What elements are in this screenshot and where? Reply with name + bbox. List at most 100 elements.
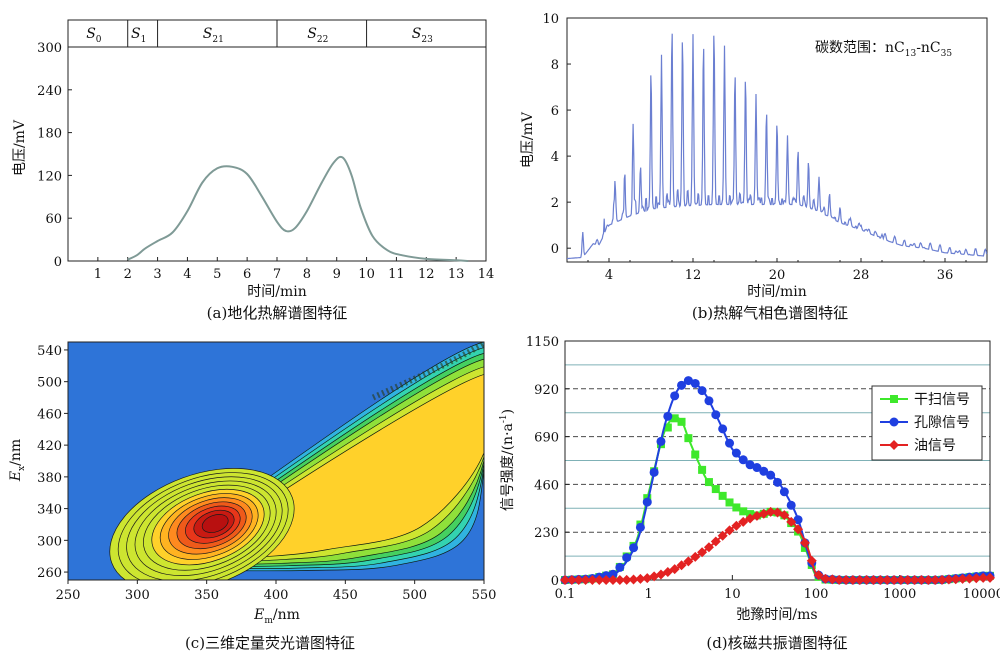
- panel-a-x-tick-label: 2: [124, 267, 132, 282]
- panel-d-circle-marker: [683, 376, 693, 386]
- panel-a-y-tick-label: 180: [37, 127, 62, 142]
- panel-d-diamond-marker: [560, 575, 570, 585]
- panel-d-plot-frame: [564, 340, 991, 581]
- panel-c-x-ticks: 250 300 350 400 450 500 550: [56, 580, 497, 603]
- panel-b-y-ticks: 0 2 4 6 8 10: [542, 12, 571, 257]
- panel-d-diamond-marker: [669, 564, 680, 575]
- panel-c-x-tick-label: 450: [333, 588, 358, 603]
- panel-c-x-tick-label: 550: [472, 588, 497, 603]
- panel-d-diamond-marker: [566, 575, 577, 585]
- panel-c-x-tick-label: 350: [194, 588, 219, 603]
- panel-d-diamond-marker: [950, 574, 961, 585]
- panel-d-x-axis-label: 弛豫时间/ms: [736, 607, 817, 623]
- panel-d-circle-marker: [690, 378, 700, 388]
- panel-d-square-marker: [890, 395, 898, 403]
- panel-c-x-tick-label: 300: [125, 588, 150, 603]
- panel-d-circle-marker: [889, 417, 899, 427]
- panel-d-diamond-marker: [868, 575, 879, 585]
- panel-d-y-axis-label: 信号强度/(n·a-1): [499, 409, 516, 511]
- panel-d-circle-marker: [718, 424, 728, 434]
- panel-d-diamond-marker: [930, 575, 941, 585]
- panel-d-diamond-marker: [717, 530, 728, 541]
- panel-d-diamond-marker: [587, 575, 598, 585]
- panel-a-x-tick-label: 4: [183, 267, 191, 282]
- panel-d-diamond-marker: [607, 575, 618, 585]
- panel-d-diamond-marker: [799, 537, 810, 548]
- panel-d-circle-marker: [731, 448, 741, 458]
- panel-d-series-line: [565, 510, 984, 582]
- panel-a-x-tick-label: 9: [333, 267, 341, 282]
- panel-d-circle-marker: [745, 460, 755, 470]
- panel-a-segment-label: S0: [86, 26, 102, 45]
- panel-d-diamond-marker: [923, 575, 934, 585]
- panel-c-y-tick-label: 460: [37, 407, 62, 422]
- panel-a-y-tick-label: 120: [37, 169, 62, 184]
- panel-d-nmr-chart: 0.1 1 10 100 1000 10000 0 230 460 690 920 1150 干扫信…: [499, 335, 1000, 652]
- panel-d-circle-marker: [697, 386, 707, 396]
- panel-d-diamond-marker: [806, 555, 817, 566]
- panel-d-diamond-marker: [703, 542, 714, 553]
- panel-d-diamond-marker: [724, 525, 735, 536]
- panel-a-plot-frame: [67, 19, 487, 262]
- panel-a-segments: S0 S1 S21 S22 S23: [86, 20, 433, 47]
- panel-d-circle-marker: [759, 466, 769, 476]
- panel-d-legend-label: 干扫信号: [914, 392, 970, 408]
- panel-b-caption: (b)热解气相色谱图特征: [692, 304, 848, 322]
- panel-b-x-tick-label: 36: [937, 268, 954, 283]
- panel-c-contour-lines: [109, 342, 484, 580]
- panel-d-diamond-marker: [971, 573, 982, 584]
- panel-d-x-tick-label: 1000: [883, 587, 916, 602]
- panel-d-diamond-marker: [786, 516, 797, 527]
- panel-a-segment-label: S22: [307, 26, 328, 45]
- panel-d-square-marker: [800, 543, 809, 552]
- panel-a-y-tick-label: 60: [45, 212, 62, 227]
- panel-c-y-tick-label: 380: [37, 471, 62, 486]
- panel-c-caption: (c)三维定量荧光谱图特征: [185, 634, 355, 652]
- panel-d-diamond-marker: [882, 575, 893, 585]
- panel-d-diamond-marker: [573, 575, 584, 585]
- panel-b-x-tick-label: 28: [853, 268, 870, 283]
- panel-d-diamond-marker: [875, 575, 886, 585]
- panel-d-diamond-marker: [738, 516, 749, 527]
- panel-c-y-ticks: 260 300 340 380 420 460 500 540: [37, 344, 68, 581]
- panel-d-diamond-marker: [841, 575, 852, 585]
- panel-c-x-axis-label: Em/nm: [253, 607, 300, 626]
- panel-d-legend-label: 孔隙信号: [914, 415, 970, 431]
- panel-b-y-axis-label: 电压/mV: [520, 111, 536, 168]
- panel-d-square-marker: [725, 498, 734, 507]
- panel-a-segment-label: S21: [203, 26, 224, 45]
- panel-b-x-tick-label: 12: [685, 268, 702, 283]
- panel-a-segment-label: S23: [412, 26, 433, 45]
- panel-d-circle-marker: [649, 467, 659, 477]
- panel-a-x-tick-label: 3: [153, 267, 161, 282]
- panel-d-circle-marker: [786, 500, 796, 510]
- panel-a-y-tick-label: 0: [54, 255, 62, 270]
- panel-d-diamond-marker: [813, 570, 824, 581]
- panel-d-square-marker: [677, 417, 686, 426]
- panel-d-square-marker: [691, 450, 700, 459]
- panel-d-x-tick-label: 0.1: [555, 587, 576, 602]
- panel-d-diamond-marker: [779, 510, 790, 521]
- panel-d-diamond-marker: [854, 575, 865, 585]
- panel-d-circle-marker: [608, 569, 618, 579]
- panel-d-legend-label: 油信号: [914, 438, 956, 454]
- panel-d-y-tick-label: 0: [551, 574, 559, 589]
- panel-d-diamond-marker: [902, 575, 913, 585]
- panel-d-diamond-marker: [697, 547, 708, 558]
- panel-d-diamond-marker: [957, 573, 968, 584]
- panel-d-circle-marker: [670, 391, 680, 401]
- panel-d-y-ticks: 0 230 460 690 920 1150: [526, 335, 569, 589]
- panel-d-circle-marker: [629, 543, 639, 553]
- panel-d-diamond-marker: [820, 573, 831, 584]
- panel-d-square-marker: [711, 485, 720, 494]
- panel-d-diamond-marker: [614, 575, 625, 585]
- panel-d-circle-marker: [642, 497, 652, 507]
- panel-c-y-tick-label: 540: [37, 344, 62, 359]
- panel-b-y-tick-label: 8: [551, 58, 559, 73]
- panel-b-x-tick-label: 20: [769, 268, 786, 283]
- panel-d-y-tick-label: 230: [534, 526, 559, 541]
- panel-d-circle-marker: [773, 477, 782, 487]
- panel-d-circle-marker: [738, 455, 748, 465]
